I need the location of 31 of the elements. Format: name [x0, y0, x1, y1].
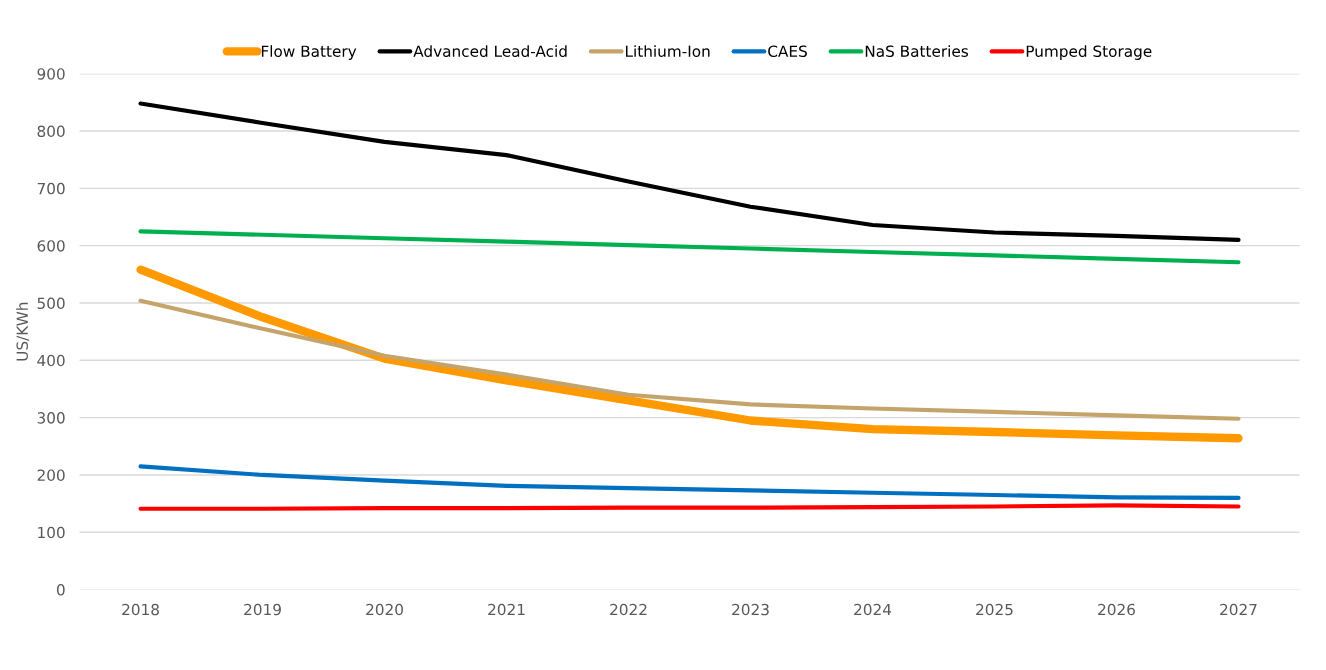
- y-tick-label: 800: [37, 125, 65, 138]
- legend-label: Pumped Storage: [1026, 45, 1152, 60]
- x-tick-label: 2022: [610, 603, 647, 616]
- y-tick-label: 600: [37, 240, 65, 252]
- line-series: [138, 101, 1241, 243]
- y-tick-label: 200: [37, 469, 65, 481]
- y-tick-label: 700: [37, 182, 65, 195]
- y-axis-title: US/KWh: [16, 302, 30, 361]
- x-tick-label: 2026: [1098, 603, 1135, 616]
- x-tick-label: 2018: [122, 603, 159, 616]
- legend-label: CAES: [768, 45, 807, 57]
- line-series: [138, 229, 1241, 265]
- legend-label: Flow Battery: [261, 45, 357, 60]
- x-tick-label: 2021: [488, 603, 525, 616]
- y-tick-label: 500: [37, 297, 65, 310]
- legend-label: Lithium-Ion: [625, 45, 710, 57]
- y-tick-label: 0: [56, 584, 65, 596]
- y-tick-label: 100: [38, 526, 65, 539]
- legend-label: Advanced Lead-Acid: [413, 45, 567, 57]
- line-series: [138, 464, 1241, 500]
- line-series: [138, 298, 1241, 421]
- x-tick-label: 2019: [244, 603, 281, 616]
- x-tick-label: 2020: [366, 603, 403, 616]
- x-tick-label: 2027: [1220, 603, 1257, 616]
- y-tick-label: 300: [37, 412, 65, 424]
- x-tick-label: 2025: [976, 603, 1013, 616]
- x-tick-label: 2023: [732, 603, 769, 616]
- x-tick-label: 2024: [854, 603, 892, 616]
- legend-label: NaS Batteries: [865, 45, 969, 57]
- y-tick-label: 900: [37, 68, 65, 80]
- y-tick-label: 400: [37, 354, 65, 367]
